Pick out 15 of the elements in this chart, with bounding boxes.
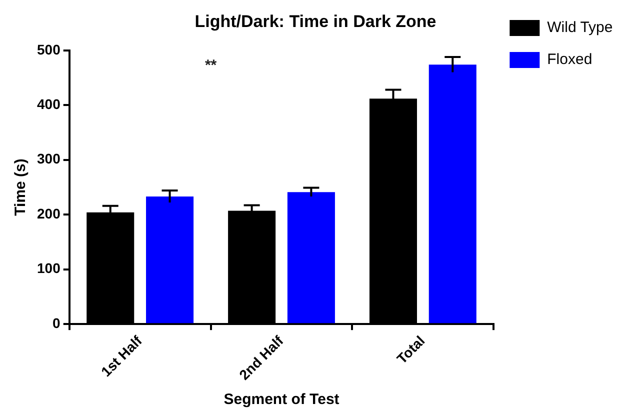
legend-label: Floxed (547, 51, 592, 68)
y-tick-label: 0 (52, 314, 61, 331)
x-axis-title: Segment of Test (224, 391, 340, 408)
bar (428, 64, 476, 324)
y-tick-label: 100 (37, 260, 61, 276)
bar (146, 196, 194, 324)
chart-title: Light/Dark: Time in Dark Zone (194, 12, 436, 31)
annotation: ** (204, 57, 217, 74)
bar (287, 192, 335, 324)
y-tick-label: 500 (37, 41, 61, 58)
y-axis-title: Time (s) (12, 158, 30, 216)
y-tick-label: 200 (37, 205, 61, 222)
y-tick-label: 300 (37, 150, 61, 167)
y-tick-label: 400 (37, 96, 61, 112)
legend-label: Wild Type (547, 19, 613, 36)
